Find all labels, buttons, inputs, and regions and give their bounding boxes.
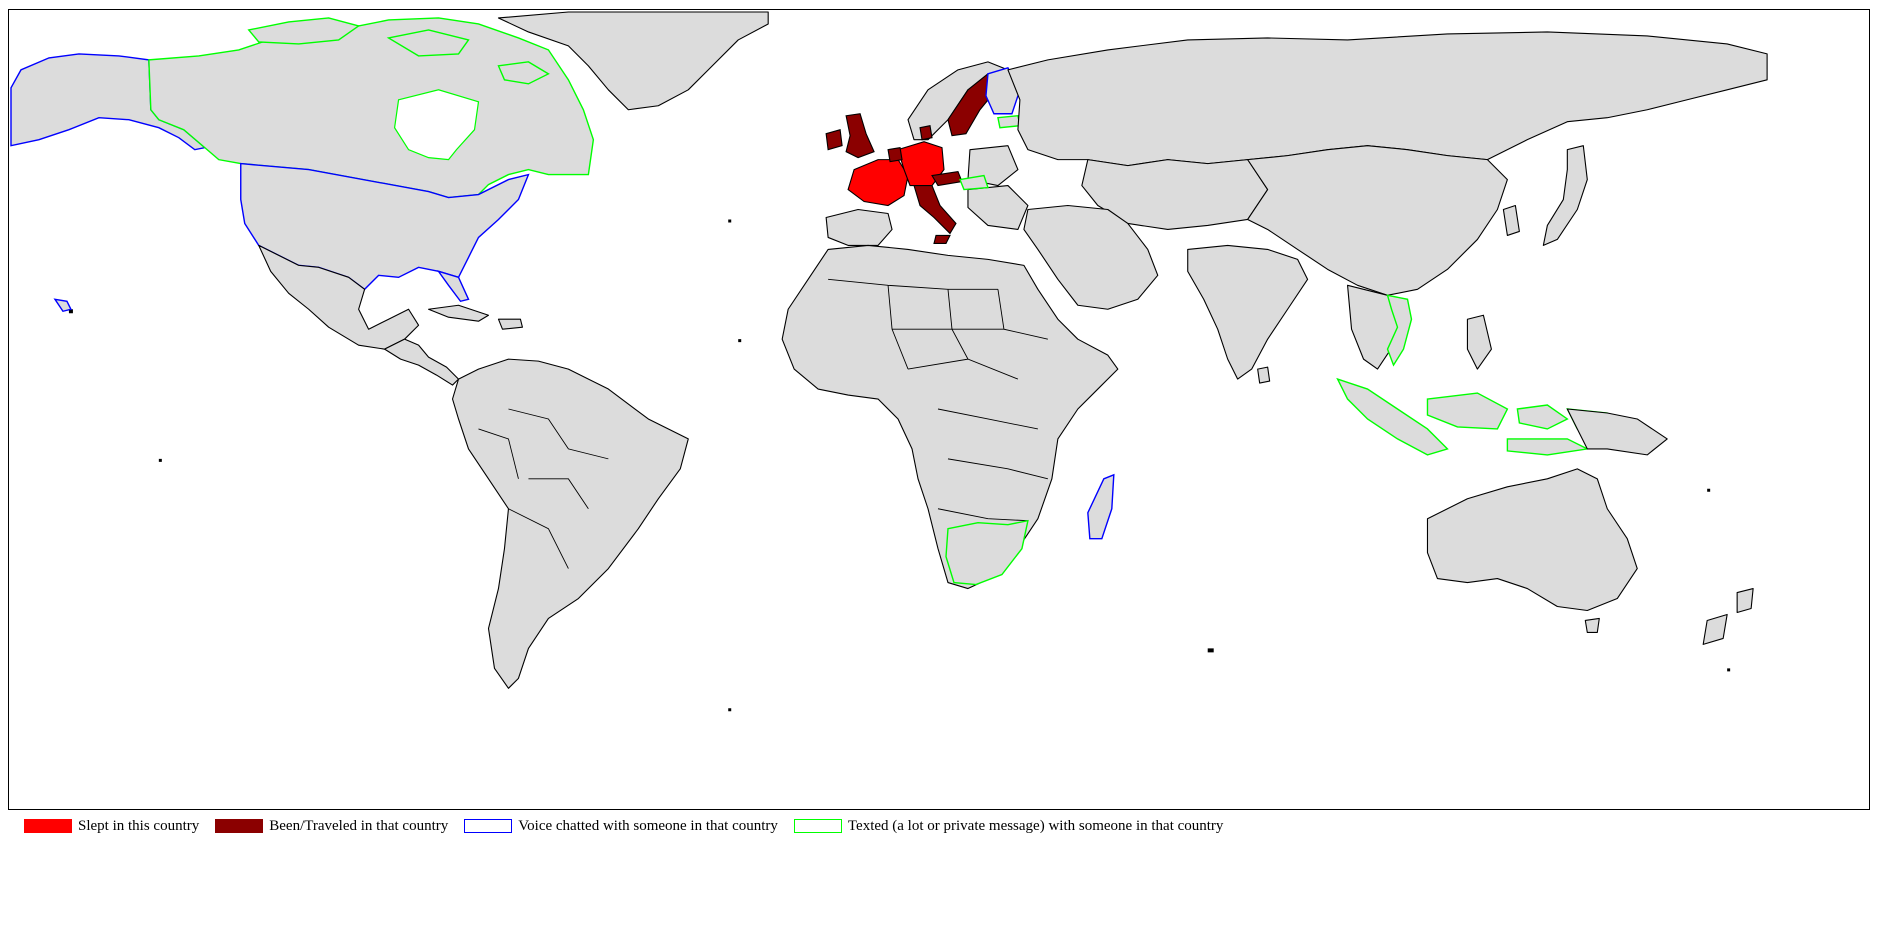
country-russia bbox=[1007, 31, 1768, 167]
region-middle-east bbox=[1023, 204, 1159, 310]
world-map bbox=[8, 9, 1870, 810]
continent-south-america bbox=[451, 358, 689, 689]
country-spain bbox=[825, 208, 893, 246]
country-japan bbox=[1542, 145, 1588, 246]
country-new-zealand bbox=[1702, 588, 1754, 645]
country-balkans bbox=[967, 185, 1029, 230]
country-greenland bbox=[497, 11, 769, 111]
caribbean-hispaniola bbox=[497, 318, 523, 330]
country-italy-sicily bbox=[933, 234, 951, 244]
legend-label-slept: Slept in this country bbox=[78, 818, 200, 834]
map-legend: Slept in this country Been/Traveled in t… bbox=[24, 816, 1239, 836]
legend-swatch-slept bbox=[24, 819, 72, 833]
caribbean-cuba bbox=[427, 304, 490, 322]
legend-item-been: Been/Traveled in that country bbox=[215, 817, 448, 835]
country-china bbox=[1247, 145, 1508, 296]
canada-arctic-islands bbox=[247, 17, 550, 85]
borders-africa bbox=[828, 278, 1048, 522]
country-france bbox=[847, 159, 909, 207]
country-united-kingdom bbox=[845, 113, 875, 159]
legend-swatch-been bbox=[215, 819, 264, 833]
island-hawaii bbox=[53, 298, 72, 313]
legend-item-slept: Slept in this country bbox=[24, 817, 199, 835]
legend-label-been: Been/Traveled in that country bbox=[269, 818, 449, 834]
country-benelux bbox=[887, 147, 903, 163]
country-philippines bbox=[1466, 314, 1492, 370]
us-florida bbox=[436, 270, 470, 303]
country-india bbox=[1187, 244, 1309, 380]
lake-hudson-bay bbox=[393, 89, 480, 161]
country-indonesia bbox=[1336, 377, 1629, 456]
legend-item-voice: Voice chatted with someone in that count… bbox=[464, 817, 778, 835]
country-madagascar bbox=[1087, 473, 1115, 540]
country-mexico bbox=[258, 244, 420, 350]
country-korea bbox=[1502, 204, 1520, 236]
legend-item-texted: Texted (a lot or private message) with s… bbox=[793, 817, 1224, 835]
central-america bbox=[384, 338, 460, 386]
country-sri-lanka bbox=[1257, 366, 1271, 384]
world-map-svg bbox=[10, 11, 1768, 712]
country-italy bbox=[913, 185, 957, 235]
legend-label-voice: Voice chatted with someone in that count… bbox=[518, 818, 778, 834]
country-canada bbox=[148, 17, 595, 199]
country-denmark bbox=[919, 125, 933, 141]
country-south-africa bbox=[945, 519, 1029, 586]
legend-swatch-texted bbox=[793, 819, 842, 833]
country-papua-new-guinea bbox=[1566, 408, 1668, 456]
country-ireland bbox=[825, 128, 843, 151]
borders-south-america bbox=[478, 408, 609, 569]
legend-label-texted: Texted (a lot or private message) with s… bbox=[847, 818, 1224, 834]
legend-swatch-voice bbox=[464, 819, 513, 833]
country-australia bbox=[1426, 468, 1638, 612]
country-tasmania bbox=[1584, 617, 1600, 633]
country-vietnam bbox=[1386, 294, 1413, 367]
country-estonia bbox=[997, 114, 1021, 129]
country-hungary bbox=[959, 174, 989, 191]
